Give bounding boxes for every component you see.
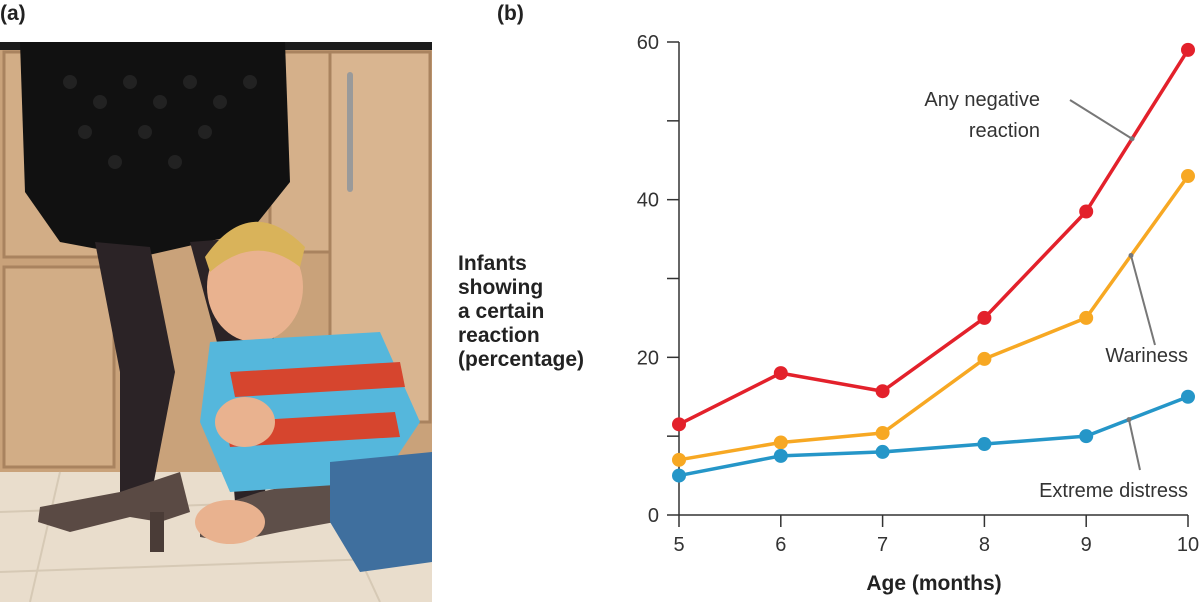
data-point bbox=[875, 426, 890, 441]
data-point bbox=[977, 351, 992, 366]
data-point bbox=[1079, 310, 1094, 325]
panel-label-a: (a) bbox=[0, 2, 26, 25]
data-point bbox=[875, 384, 890, 399]
chart-annotations: Any negative reaction Wariness Extreme dist… bbox=[924, 89, 1188, 502]
x-tick-label: 9 bbox=[1081, 534, 1092, 556]
y-axis-label-line: showing bbox=[458, 276, 544, 299]
y-tick-label: 20 bbox=[637, 347, 659, 369]
data-point bbox=[1181, 42, 1195, 57]
data-point bbox=[1079, 204, 1094, 219]
x-tick-label: 7 bbox=[877, 534, 888, 556]
series-line-1 bbox=[678, 174, 1190, 462]
data-point bbox=[672, 468, 686, 483]
annotation-label: Extreme distress bbox=[1039, 480, 1188, 502]
annotation-anchor-dot bbox=[1129, 136, 1135, 142]
x-tick-label: 10 bbox=[1177, 534, 1199, 556]
x-tick-label: 5 bbox=[673, 534, 684, 556]
data-point bbox=[1079, 429, 1094, 444]
y-axis-label-line: reaction bbox=[458, 324, 540, 347]
data-point bbox=[1181, 389, 1195, 404]
chart-axes: 0 20 40 60 5 6 7 8 9 10 bbox=[637, 32, 1199, 556]
data-point bbox=[672, 452, 686, 467]
annotation-label: reaction bbox=[969, 120, 1040, 142]
data-point bbox=[977, 437, 992, 452]
data-point bbox=[672, 417, 686, 432]
y-tick-label: 60 bbox=[637, 32, 659, 54]
y-axis-label-line: a certain bbox=[458, 300, 545, 323]
chart-series-lines bbox=[672, 42, 1195, 483]
annotation-anchor-dot bbox=[1128, 252, 1134, 258]
panel-label-b: (b) bbox=[497, 2, 524, 25]
data-point bbox=[773, 366, 788, 381]
annotation-leader-line bbox=[1069, 99, 1133, 140]
annotation-leader-line bbox=[1130, 255, 1156, 346]
series-line-0 bbox=[678, 48, 1190, 426]
annotation-label: Wariness bbox=[1105, 345, 1188, 367]
y-tick-label: 0 bbox=[648, 505, 659, 527]
data-point bbox=[875, 444, 890, 459]
y-axis-label-line: (percentage) bbox=[458, 348, 585, 371]
child-clinging-photo bbox=[0, 42, 432, 602]
data-point bbox=[773, 435, 788, 450]
x-axis-label: Age (months) bbox=[866, 572, 1001, 595]
x-tick-label: 6 bbox=[775, 534, 786, 556]
annotation-anchor-dot bbox=[1126, 417, 1132, 423]
series-line-2 bbox=[678, 395, 1189, 478]
y-tick-label: 40 bbox=[637, 190, 659, 212]
annotation-label: Any negative bbox=[924, 89, 1040, 111]
x-tick-label: 8 bbox=[979, 534, 990, 556]
y-axis-label: Infants showing a certain reaction (perc… bbox=[458, 252, 633, 372]
data-point bbox=[773, 448, 788, 463]
y-axis-label-line: Infants bbox=[458, 252, 527, 275]
annotation-leader-line bbox=[1127, 419, 1141, 471]
data-point bbox=[977, 310, 992, 325]
data-point bbox=[1181, 169, 1195, 184]
